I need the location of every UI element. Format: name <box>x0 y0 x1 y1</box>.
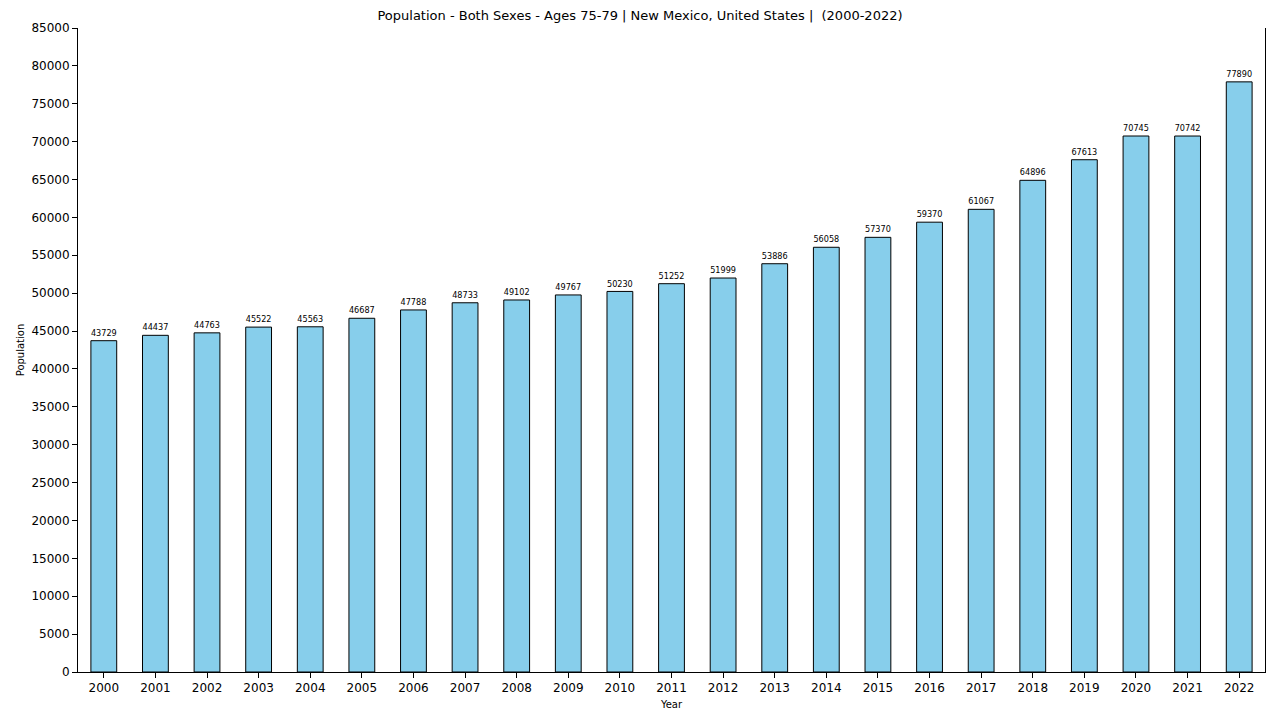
svg-text:25000: 25000 <box>31 476 69 490</box>
svg-text:43729: 43729 <box>91 328 117 338</box>
svg-text:Population - Both Sexes - Ages: Population - Both Sexes - Ages 75-79 | N… <box>377 8 902 23</box>
svg-text:20000: 20000 <box>31 514 69 528</box>
svg-text:40000: 40000 <box>31 362 69 376</box>
svg-text:47788: 47788 <box>401 297 427 307</box>
svg-text:2000: 2000 <box>89 681 120 695</box>
svg-text:80000: 80000 <box>31 59 69 73</box>
svg-text:2017: 2017 <box>966 681 997 695</box>
svg-text:2007: 2007 <box>450 681 481 695</box>
svg-text:60000: 60000 <box>31 211 69 225</box>
svg-text:64896: 64896 <box>1020 167 1046 177</box>
svg-text:59370: 59370 <box>917 209 943 219</box>
svg-text:56058: 56058 <box>813 234 839 244</box>
svg-text:61067: 61067 <box>968 196 994 206</box>
svg-text:2004: 2004 <box>295 681 326 695</box>
svg-text:2020: 2020 <box>1121 681 1152 695</box>
svg-text:2010: 2010 <box>605 681 636 695</box>
svg-text:70000: 70000 <box>31 135 69 149</box>
svg-text:70742: 70742 <box>1175 123 1201 133</box>
svg-text:45522: 45522 <box>246 314 272 324</box>
svg-text:2018: 2018 <box>1017 681 1048 695</box>
svg-text:2016: 2016 <box>914 681 945 695</box>
svg-text:15000: 15000 <box>31 552 69 566</box>
svg-text:85000: 85000 <box>31 21 69 35</box>
svg-text:2012: 2012 <box>708 681 739 695</box>
svg-text:44437: 44437 <box>143 322 169 332</box>
svg-text:10000: 10000 <box>31 589 69 603</box>
svg-text:2006: 2006 <box>398 681 429 695</box>
svg-text:2008: 2008 <box>501 681 532 695</box>
svg-text:2019: 2019 <box>1069 681 1100 695</box>
svg-text:2013: 2013 <box>759 681 790 695</box>
svg-text:50230: 50230 <box>607 279 633 289</box>
svg-text:2002: 2002 <box>192 681 223 695</box>
svg-text:2001: 2001 <box>140 681 171 695</box>
svg-text:5000: 5000 <box>39 627 70 641</box>
svg-text:55000: 55000 <box>31 248 69 262</box>
svg-text:65000: 65000 <box>31 173 69 187</box>
svg-text:46687: 46687 <box>349 305 375 315</box>
svg-text:2009: 2009 <box>553 681 584 695</box>
svg-text:2022: 2022 <box>1224 681 1255 695</box>
svg-text:2011: 2011 <box>656 681 687 695</box>
svg-text:2021: 2021 <box>1172 681 1203 695</box>
svg-text:57370: 57370 <box>865 224 891 234</box>
svg-text:35000: 35000 <box>31 400 69 414</box>
svg-text:0: 0 <box>62 665 70 679</box>
svg-text:44763: 44763 <box>194 320 220 330</box>
svg-text:48733: 48733 <box>452 290 478 300</box>
svg-text:2014: 2014 <box>811 681 842 695</box>
svg-text:30000: 30000 <box>31 438 69 452</box>
svg-text:67613: 67613 <box>1071 147 1097 157</box>
svg-text:51252: 51252 <box>659 271 685 281</box>
svg-text:45000: 45000 <box>31 324 69 338</box>
svg-text:53886: 53886 <box>762 251 788 261</box>
svg-text:49767: 49767 <box>555 282 581 292</box>
svg-text:2003: 2003 <box>243 681 274 695</box>
svg-text:Year: Year <box>660 699 683 710</box>
svg-text:51999: 51999 <box>710 265 736 275</box>
svg-text:50000: 50000 <box>31 286 69 300</box>
svg-text:2005: 2005 <box>347 681 378 695</box>
svg-text:45563: 45563 <box>297 314 323 324</box>
svg-text:75000: 75000 <box>31 97 69 111</box>
svg-text:70745: 70745 <box>1123 123 1149 133</box>
svg-text:77890: 77890 <box>1226 69 1252 79</box>
svg-text:49102: 49102 <box>504 287 530 297</box>
svg-text:Population: Population <box>15 324 26 377</box>
svg-text:2015: 2015 <box>863 681 894 695</box>
